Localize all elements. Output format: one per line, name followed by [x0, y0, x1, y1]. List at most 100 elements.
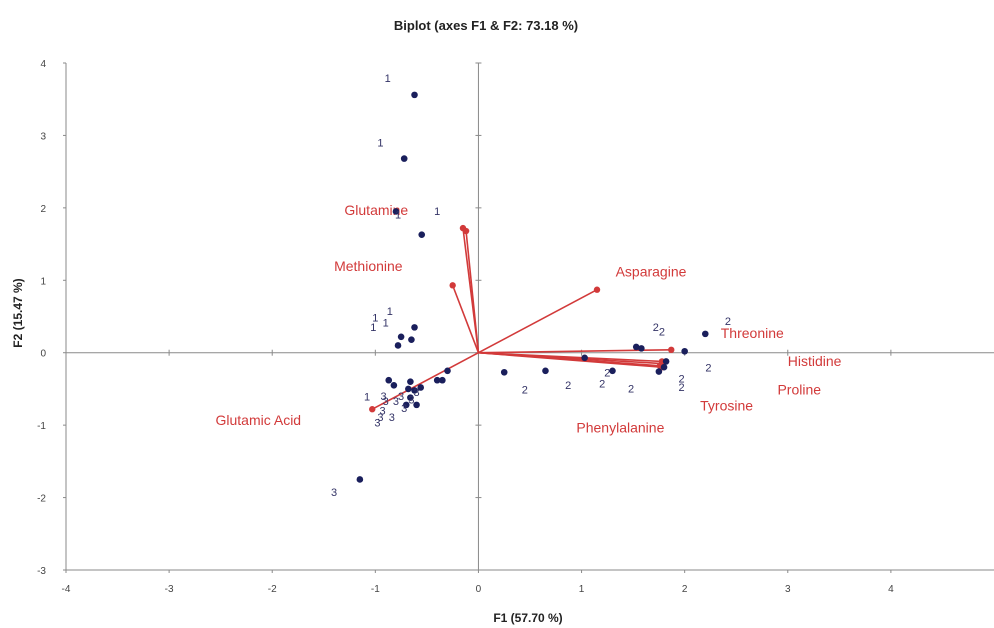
- y-tick-label: 4: [40, 59, 46, 70]
- observation-label: 3: [401, 403, 407, 415]
- variable-vector-tip: [593, 286, 601, 293]
- observation-point: [609, 367, 616, 375]
- observation-label: 3: [374, 418, 380, 430]
- observation-point: [500, 368, 508, 376]
- variable-label: Methionine: [334, 258, 403, 274]
- variable-label: Proline: [777, 382, 821, 398]
- x-tick-label: 4: [888, 584, 894, 595]
- observation-label: 2: [565, 380, 571, 392]
- observation-point: [390, 382, 398, 389]
- x-tick-label: 0: [476, 584, 482, 595]
- observation-point: [632, 343, 640, 351]
- observation-label: 2: [679, 382, 685, 394]
- y-tick-label: 0: [40, 349, 46, 360]
- observation-point: [411, 324, 418, 331]
- observation-label: 3: [414, 387, 420, 399]
- x-tick-label: 2: [682, 584, 688, 595]
- y-axis-label: F2 (15.47 %): [11, 278, 25, 347]
- variable-vector-tip: [462, 227, 470, 235]
- variable-vector-tip: [369, 406, 376, 413]
- observation-point: [417, 384, 425, 391]
- observation-label: 1: [385, 73, 391, 85]
- observation-point: [439, 376, 446, 384]
- variable-label: Glutamine: [344, 202, 408, 218]
- observation-label: 3: [377, 412, 383, 424]
- observation-point: [581, 354, 588, 362]
- observation-point: [542, 367, 549, 375]
- observation-label: 1: [383, 318, 389, 330]
- x-tick-label: 3: [785, 584, 791, 595]
- observation-label: 2: [659, 326, 665, 338]
- axes: [65, 63, 994, 571]
- x-tick-label: -3: [165, 584, 174, 595]
- observation-point: [405, 385, 412, 393]
- variable-label: Asparagine: [616, 264, 687, 280]
- observation-point: [400, 155, 408, 162]
- x-tick-label: 1: [579, 584, 585, 595]
- observation-point: [385, 376, 393, 384]
- variable-vector: [451, 285, 480, 354]
- observation-label: 1: [434, 206, 440, 218]
- observation-label: 3: [393, 396, 399, 408]
- observation-label: 2: [653, 322, 659, 334]
- x-tick-label: -2: [268, 584, 277, 595]
- observation-label: 1: [370, 322, 376, 334]
- observation-label: 3: [379, 405, 385, 417]
- observation-label: 2: [628, 384, 634, 396]
- observation-label: 1: [372, 313, 378, 325]
- observation-point: [662, 358, 670, 365]
- y-tick-label: 1: [40, 276, 46, 287]
- observation-point: [402, 401, 410, 409]
- y-tick-label: -3: [37, 566, 46, 577]
- observation-label: 2: [725, 316, 731, 328]
- variable-label: Glutamic Acid: [216, 412, 302, 428]
- variable-label: Tyrosine: [700, 398, 753, 414]
- observation-label: 1: [377, 137, 383, 149]
- variable-label: Phenylalanine: [576, 419, 664, 435]
- x-axis-label: F1 (57.70 %): [493, 611, 562, 625]
- observation-point: [681, 347, 688, 355]
- observation-label: 2: [599, 378, 605, 390]
- observation-point: [407, 394, 414, 401]
- observation-point: [660, 363, 668, 371]
- observation-label: 1: [364, 392, 370, 404]
- variable-label: Threonine: [721, 325, 784, 341]
- observation-label: 3: [398, 391, 404, 403]
- observation-point: [655, 368, 663, 375]
- observation-label: 2: [679, 373, 685, 385]
- observation-point: [392, 208, 400, 215]
- observation-point: [397, 333, 405, 341]
- observation-label: 3: [389, 412, 395, 424]
- observation-label: 2: [705, 363, 711, 375]
- y-tick-label: -2: [37, 494, 46, 505]
- observation-point: [701, 330, 709, 338]
- observation-label: 2: [604, 368, 610, 380]
- observation-point: [394, 342, 402, 349]
- observation-label: 1: [387, 306, 393, 318]
- observation-label: 3: [408, 394, 414, 406]
- y-tick-label: 3: [40, 131, 46, 142]
- observation-point: [411, 387, 418, 394]
- x-ticks: -4 -3 -2 -1 0 1 2 3 4: [62, 349, 894, 595]
- observation-label: 3: [383, 396, 389, 408]
- observation-point: [638, 345, 645, 352]
- observation-point: [418, 231, 426, 238]
- variable-vector: [478, 351, 660, 367]
- observation-point: [408, 336, 415, 343]
- variable-vector: [465, 230, 480, 353]
- y-tick-label: 2: [40, 204, 46, 215]
- observation-point: [407, 378, 414, 385]
- observation-label: 2: [522, 384, 528, 396]
- observation-label: 1: [395, 210, 401, 222]
- observation-point: [413, 401, 420, 409]
- variable-label: Histidine: [788, 353, 842, 369]
- x-tick-label: -4: [62, 584, 71, 595]
- observation-point: [411, 91, 418, 99]
- observation-point: [356, 476, 364, 483]
- observation-label: 3: [381, 391, 387, 403]
- observation-point: [444, 367, 451, 375]
- observation-point: [433, 376, 441, 384]
- y-ticks: -3 -2 -1 0 1 2 3 4: [37, 59, 482, 577]
